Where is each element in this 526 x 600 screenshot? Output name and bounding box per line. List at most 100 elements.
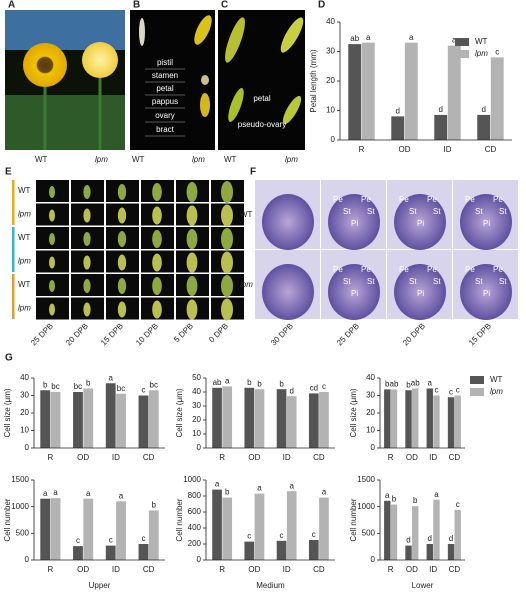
floret-wt <box>139 18 145 46</box>
y-tick-label: 40 <box>192 387 201 396</box>
bud <box>186 229 198 249</box>
significance-letter: a <box>53 488 58 497</box>
bud <box>221 228 233 250</box>
x-tick-label: R <box>219 453 225 462</box>
bar <box>50 498 61 560</box>
x-tick-label: CD <box>449 565 461 574</box>
tissue-label: St <box>499 207 507 216</box>
significance-letter: c <box>141 386 145 395</box>
bud <box>49 233 55 245</box>
significance-letter: a <box>119 491 124 500</box>
panel-letter: E <box>5 167 12 178</box>
column-label: 15 DPB <box>99 322 125 348</box>
tissue-label: Pe <box>361 265 371 274</box>
panel-letter: A <box>8 0 15 11</box>
tissue-label: St <box>409 207 417 216</box>
significance-letter: b <box>257 379 262 388</box>
x-tick-label: OD <box>406 453 418 462</box>
significance-letter: a <box>108 373 113 382</box>
bud <box>152 277 162 295</box>
bar <box>138 544 149 560</box>
y-tick-label: 1500 <box>11 475 29 484</box>
tissue-label: Pi <box>417 289 424 298</box>
bar <box>116 393 126 448</box>
x-tick-label: CD <box>313 565 325 574</box>
tissue-label: Pi <box>483 219 490 228</box>
row-label: WT <box>240 210 253 219</box>
bar <box>391 116 405 140</box>
significance-letter: c <box>434 386 438 395</box>
bar <box>405 545 412 560</box>
significance-letter: bc <box>74 382 82 391</box>
bar <box>454 509 461 560</box>
tissue <box>394 194 446 250</box>
y-axis-label: Cell number <box>175 498 184 541</box>
legend-swatch <box>470 376 484 384</box>
tissue <box>262 194 314 250</box>
y-tick-label: 30 <box>326 47 335 56</box>
legend-swatch <box>455 38 469 46</box>
bar <box>50 392 61 448</box>
significance-letter: cd <box>310 384 318 393</box>
significance-letter: b <box>247 378 252 387</box>
bud <box>186 182 198 202</box>
y-tick-label: 10 <box>326 106 335 115</box>
bar <box>319 392 329 448</box>
x-tick-label: ID <box>112 565 120 574</box>
bud <box>221 251 233 274</box>
bud <box>49 256 55 269</box>
significance-letter: ab <box>390 379 399 388</box>
bar <box>148 510 159 560</box>
bar <box>384 500 391 560</box>
bar <box>254 389 265 448</box>
part-label: pseudo-ovary <box>238 120 286 129</box>
tissue-label: Pe <box>427 265 437 274</box>
petal-wt <box>225 17 245 63</box>
y-tick-label: 0 <box>25 443 30 452</box>
bar <box>412 388 419 448</box>
part-label: pappus <box>152 97 178 106</box>
petal-lpm <box>280 17 304 53</box>
bud <box>83 185 91 199</box>
tissue-label: St <box>475 207 483 216</box>
significance-letter: a <box>434 490 439 499</box>
y-tick-label: 1000 <box>11 502 29 511</box>
tissue-label: Pe <box>465 265 475 274</box>
label: lpm <box>95 155 108 164</box>
y-tick-label: 0 <box>197 443 202 452</box>
y-tick-label: 500 <box>362 528 376 537</box>
bar <box>426 388 433 448</box>
x-tick-label: CD <box>143 453 155 462</box>
significance-letter: bc <box>117 384 125 393</box>
label: WT <box>35 155 48 164</box>
x-tick-label: ID <box>429 565 437 574</box>
tissue-label: St <box>343 207 351 216</box>
tissue <box>460 194 512 250</box>
part-label: petal <box>156 84 174 93</box>
tissue-label: Pe <box>465 195 475 204</box>
significance-letter: a <box>86 489 91 498</box>
bud <box>117 184 127 200</box>
bud <box>221 204 233 227</box>
significance-letter: bc <box>51 382 59 391</box>
bar <box>138 395 149 448</box>
part-label: petal <box>253 94 271 103</box>
y-tick-label: 30 <box>20 391 29 400</box>
bar <box>477 114 491 140</box>
bud <box>221 275 233 297</box>
bud <box>49 209 55 222</box>
significance-letter: b <box>413 496 418 505</box>
significance-letter: d <box>406 536 410 545</box>
tissue-label: Pe <box>399 195 409 204</box>
bud <box>83 255 91 270</box>
significance-letter: a <box>43 489 48 498</box>
significance-letter: a <box>225 377 230 386</box>
panel-letter: F <box>250 167 256 178</box>
significance-letter: a <box>385 491 390 500</box>
significance-letter: d <box>449 534 453 543</box>
column-label: 20 DPB <box>401 322 427 348</box>
y-tick-label: 1000 <box>183 475 201 484</box>
leaves <box>5 95 125 150</box>
tissue <box>328 194 380 250</box>
